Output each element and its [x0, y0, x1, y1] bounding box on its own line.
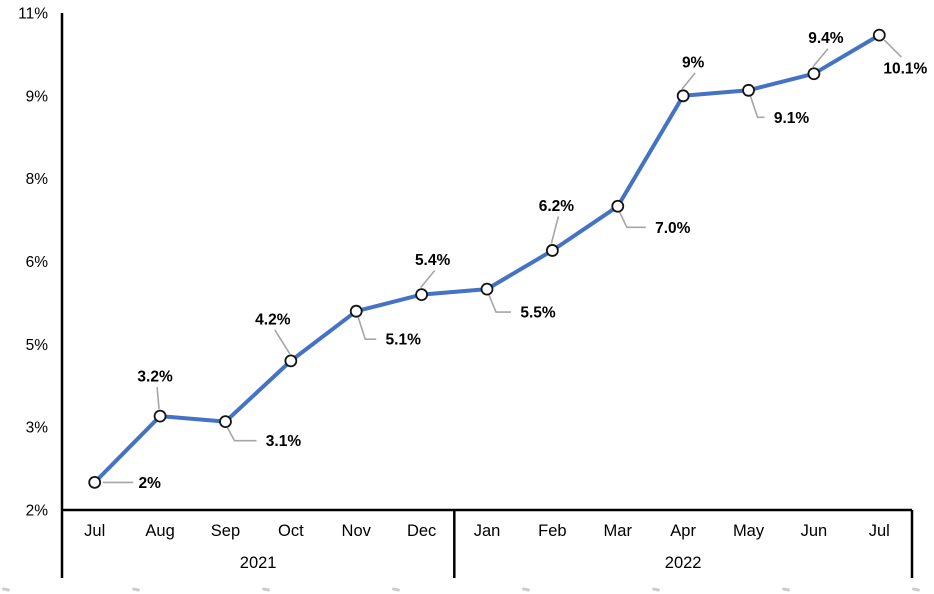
data-point-marker: [480, 282, 494, 296]
data-label-leader-line: [619, 211, 646, 229]
data-label: 5.1%: [386, 332, 422, 349]
data-label: 2%: [138, 475, 161, 492]
month-tick-label: Jan: [474, 522, 501, 540]
data-point-marker: [284, 354, 298, 368]
data-label-leader-line: [226, 427, 257, 442]
data-label-leader-line: [156, 387, 160, 410]
data-point-marker: [88, 475, 102, 489]
data-label: 4.2%: [255, 311, 291, 328]
bottom-edge-tick-artifact: [912, 587, 920, 592]
year-label: 2021: [240, 554, 277, 572]
bottom-edge-tick-artifact: [652, 587, 660, 592]
month-tick-label: Aug: [145, 522, 174, 540]
data-label: 9%: [682, 54, 705, 71]
bottom-edge-tick-artifact: [262, 587, 270, 592]
data-point-marker: [153, 409, 167, 423]
y-tick-label: 3%: [26, 420, 49, 437]
data-label-leader-line: [550, 216, 560, 244]
month-tick-label: Dec: [407, 522, 436, 540]
bottom-edge-tick-artifact: [782, 587, 790, 592]
bottom-edge-tick-artifact: [2, 587, 10, 592]
data-label-leader-line: [357, 316, 377, 340]
bottom-edge-tick-artifact: [132, 587, 140, 592]
month-tick-label: Mar: [604, 522, 633, 540]
data-label-leader-line: [681, 72, 696, 90]
data-point-marker: [807, 67, 821, 81]
y-tick-label: 8%: [26, 171, 49, 188]
data-point-marker: [742, 83, 755, 97]
month-tick-label: Nov: [342, 522, 372, 540]
data-label: 9.1%: [774, 110, 810, 127]
data-label: 6.2%: [539, 198, 575, 215]
data-label-leader-line: [883, 39, 902, 58]
year-label: 2022: [665, 554, 702, 572]
data-label: 3.1%: [266, 433, 302, 450]
y-tick-label: 11%: [18, 6, 48, 23]
data-point-marker: [545, 244, 559, 257]
y-tick-label: 9%: [26, 88, 49, 105]
month-tick-label: Jul: [84, 522, 105, 540]
y-tick-label: 5%: [26, 337, 49, 354]
y-tick-label: 6%: [26, 254, 49, 271]
data-label-leader-line: [274, 329, 291, 355]
data-label-leader-line: [419, 270, 436, 289]
data-label: 5.4%: [415, 252, 451, 269]
data-label: 10.1%: [883, 61, 927, 78]
data-label-leader-line: [749, 96, 765, 119]
month-tick-label: Oct: [278, 522, 304, 540]
data-point-marker: [219, 415, 232, 429]
month-tick-label: Jun: [801, 522, 828, 540]
month-tick-label: May: [733, 522, 765, 540]
data-point-marker: [611, 199, 625, 213]
bottom-edge-tick-artifact: [392, 587, 400, 592]
y-tick-label: 2%: [26, 503, 49, 520]
month-tick-label: Apr: [670, 522, 696, 540]
data-label-leader-line: [812, 48, 829, 68]
series-line: [92, 33, 882, 485]
data-label-leader-line: [488, 294, 511, 313]
data-label: 7.0%: [655, 220, 691, 237]
month-tick-label: Feb: [538, 522, 566, 540]
data-point-marker: [676, 89, 690, 103]
data-label: 9.4%: [808, 30, 844, 47]
bottom-edge-tick-artifact: [522, 587, 530, 592]
month-tick-label: Jul: [869, 522, 890, 540]
data-label: 5.5%: [520, 305, 556, 322]
data-label: 3.2%: [137, 369, 173, 386]
data-point-marker: [415, 288, 429, 302]
month-tick-label: Sep: [211, 522, 240, 540]
data-point-marker: [349, 304, 363, 318]
data-point-marker: [872, 28, 886, 42]
